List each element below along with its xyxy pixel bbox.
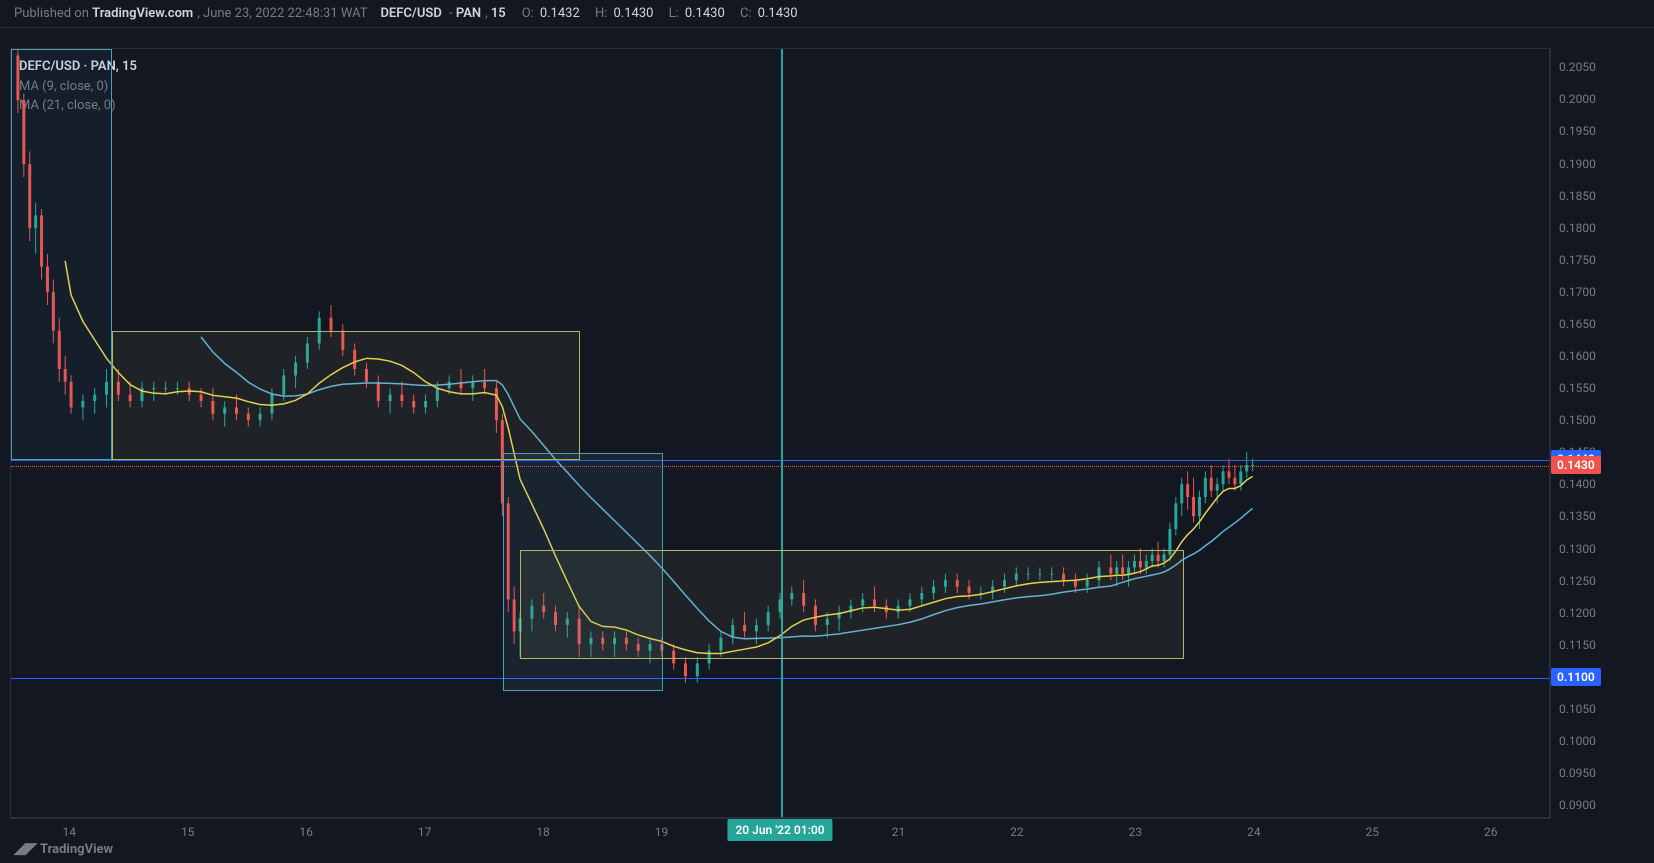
- vertical-line: [781, 49, 783, 817]
- y-tick: 0.1050: [1559, 702, 1596, 716]
- y-tick: 0.0950: [1559, 766, 1596, 780]
- title-interval: 15: [491, 6, 506, 21]
- header-timestamp: June 23, 2022 22:48:31 WAT: [203, 6, 368, 21]
- horizontal-line: [11, 678, 1549, 679]
- x-tick: 15: [181, 825, 195, 839]
- x-tick: 22: [1010, 825, 1024, 839]
- ohlc-c: 0.1430: [758, 6, 798, 21]
- y-axis[interactable]: 0.0900 0.0950 0.1000 0.1050 0.1100 0.1150 0.12…: [1550, 48, 1644, 818]
- ohlc-h: 0.1430: [613, 6, 653, 21]
- y-tick: 0.1300: [1559, 542, 1596, 556]
- x-tick: 16: [299, 825, 313, 839]
- y-tick: 0.1150: [1559, 638, 1596, 652]
- ohlc-block: O:0.1432 H:0.1430 L:0.1430 C:0.1430: [510, 6, 798, 21]
- range-box: [11, 49, 112, 460]
- ohlc-l: 0.1430: [685, 6, 725, 21]
- y-tick: 0.1500: [1559, 413, 1596, 427]
- x-tick: 26: [1484, 825, 1498, 839]
- y-tick: 0.1650: [1559, 317, 1596, 331]
- horizontal-line: [11, 466, 1549, 467]
- tradingview-logo: ◢◤ TradingView: [14, 839, 113, 857]
- y-tick: 0.1850: [1559, 189, 1596, 203]
- ohlc-o: 0.1432: [540, 6, 580, 21]
- y-tick: 0.1950: [1559, 124, 1596, 138]
- range-box: [520, 550, 1183, 659]
- y-tick: 0.1800: [1559, 221, 1596, 235]
- header-bar: Published on TradingView.com, June 23, 2…: [0, 0, 1654, 28]
- x-axis[interactable]: 14 15 16 17 18 19 21 22 23 24 25 26 20 Jun '22 01:00: [10, 818, 1550, 846]
- x-tick: 18: [536, 825, 550, 839]
- chart-plot[interactable]: DEFC/USD · PAN, 15 MA (9, close, 0) MA (…: [10, 48, 1550, 818]
- site-name: TradingView.com: [92, 6, 193, 21]
- price-tag: 0.1430: [1551, 456, 1601, 474]
- x-tick: 25: [1366, 825, 1380, 839]
- published-label: Published on: [14, 6, 89, 21]
- price-tag: 0.1100: [1551, 668, 1601, 686]
- range-box: [112, 331, 580, 459]
- y-tick: 0.1400: [1559, 477, 1596, 491]
- x-tick: 19: [655, 825, 669, 839]
- x-tick: 14: [62, 825, 76, 839]
- x-tick: 23: [1129, 825, 1143, 839]
- x-tick: 21: [892, 825, 906, 839]
- y-tick: 0.1550: [1559, 381, 1596, 395]
- x-axis-highlight: 20 Jun '22 01:00: [727, 819, 832, 841]
- y-tick: 0.1000: [1559, 734, 1596, 748]
- y-tick: 0.1350: [1559, 509, 1596, 523]
- title-exchange: PAN: [456, 6, 481, 21]
- y-tick: 0.2050: [1559, 60, 1596, 74]
- y-tick: 0.1250: [1559, 574, 1596, 588]
- horizontal-line: [11, 460, 1549, 461]
- y-tick: 0.1900: [1559, 157, 1596, 171]
- y-tick: 0.1200: [1559, 606, 1596, 620]
- x-tick: 24: [1247, 825, 1261, 839]
- y-tick: 0.1750: [1559, 253, 1596, 267]
- y-tick: 0.1600: [1559, 349, 1596, 363]
- x-tick: 17: [418, 825, 432, 839]
- y-tick: 0.0900: [1559, 798, 1596, 812]
- y-tick: 0.2000: [1559, 92, 1596, 106]
- title-symbol: DEFC/USD: [380, 6, 441, 21]
- y-tick: 0.1700: [1559, 285, 1596, 299]
